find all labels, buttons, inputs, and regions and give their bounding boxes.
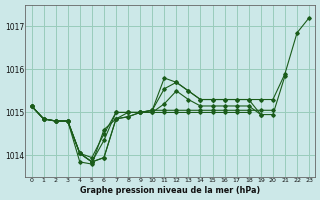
- X-axis label: Graphe pression niveau de la mer (hPa): Graphe pression niveau de la mer (hPa): [80, 186, 260, 195]
